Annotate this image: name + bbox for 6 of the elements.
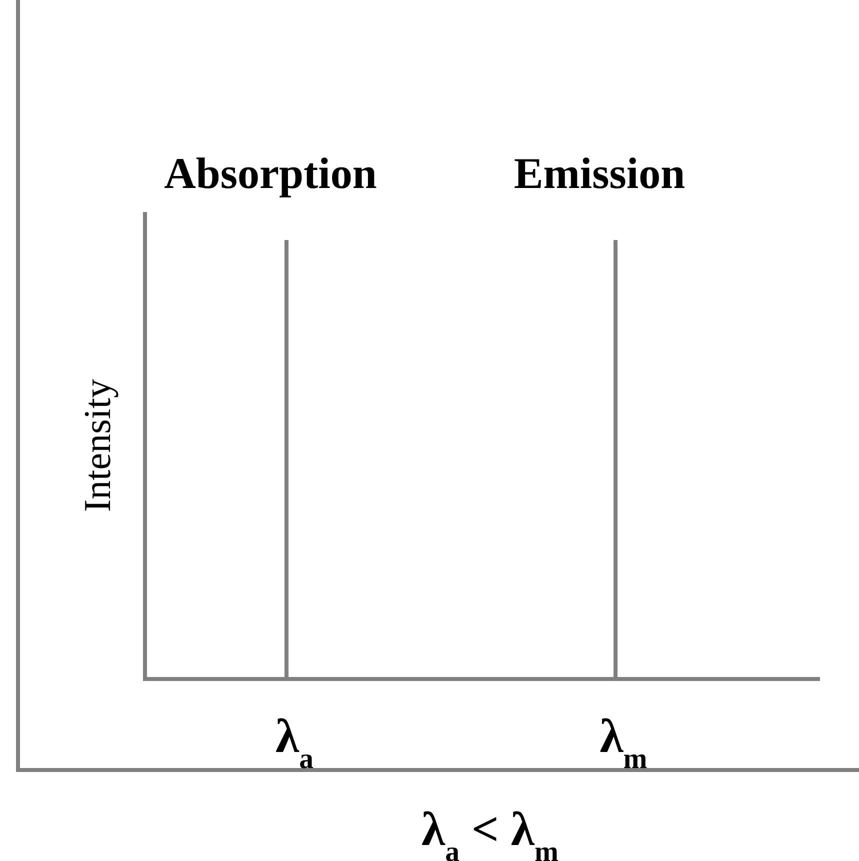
series-label: Absorption: [164, 149, 377, 198]
x-tick-label: λ$_{a}$: [275, 710, 314, 775]
series-label: Emission: [514, 149, 686, 198]
y-axis-title: Intensity: [77, 379, 119, 512]
x-axis-title: λ$_{a}$ < λ$_{m}$: [422, 803, 558, 861]
x-tick-label: λ$_{m}$: [600, 710, 648, 775]
